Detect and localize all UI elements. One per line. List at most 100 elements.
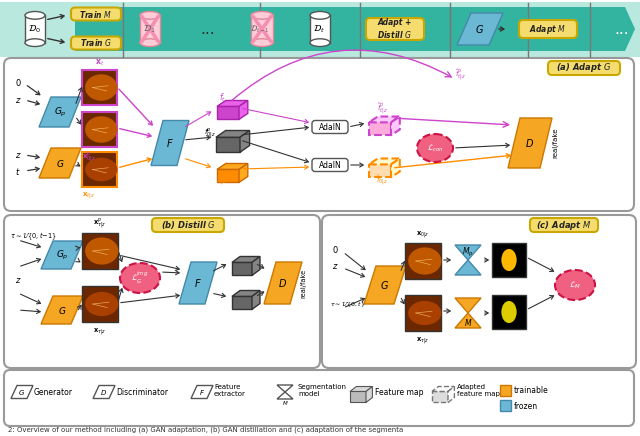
FancyBboxPatch shape xyxy=(152,218,224,232)
Text: $D$: $D$ xyxy=(100,388,108,396)
Polygon shape xyxy=(216,137,240,152)
FancyBboxPatch shape xyxy=(312,159,348,171)
Ellipse shape xyxy=(120,263,160,293)
Polygon shape xyxy=(232,296,252,310)
Text: $\tilde{f}_{0|z}$: $\tilde{f}_{0|z}$ xyxy=(376,174,388,188)
Text: Adapt $M$: Adapt $M$ xyxy=(529,23,566,35)
Text: $\mathbf{x}^p_{\tau|z}$: $\mathbf{x}^p_{\tau|z}$ xyxy=(93,216,107,230)
Ellipse shape xyxy=(25,11,45,19)
Polygon shape xyxy=(217,164,248,169)
Polygon shape xyxy=(364,266,406,304)
Text: ...: ... xyxy=(614,21,629,37)
Text: $G_p$: $G_p$ xyxy=(56,249,68,262)
Text: $\mathbf{x}^p_{0|z}$: $\mathbf{x}^p_{0|z}$ xyxy=(82,150,96,164)
Polygon shape xyxy=(432,386,454,392)
Ellipse shape xyxy=(408,247,442,275)
Polygon shape xyxy=(191,385,213,399)
Text: $G$: $G$ xyxy=(58,304,67,316)
Text: $\mathbf{x}_{0|z}$: $\mathbf{x}_{0|z}$ xyxy=(416,229,429,240)
Ellipse shape xyxy=(251,39,273,47)
Bar xyxy=(500,385,511,396)
Text: $D$: $D$ xyxy=(525,137,534,149)
Text: Generator: Generator xyxy=(34,388,73,396)
Ellipse shape xyxy=(140,11,160,19)
Polygon shape xyxy=(369,123,391,135)
FancyBboxPatch shape xyxy=(519,20,577,38)
Text: Feature map: Feature map xyxy=(375,388,424,396)
Text: AdaIN: AdaIN xyxy=(319,160,341,170)
Bar xyxy=(0,2,640,57)
Text: Feature
extractor: Feature extractor xyxy=(214,384,246,396)
Text: $\tau\sim\mathcal{U}\{0,t{-}1\}$: $\tau\sim\mathcal{U}\{0,t{-}1\}$ xyxy=(10,230,57,242)
Bar xyxy=(25,15,45,43)
Polygon shape xyxy=(232,290,260,296)
Text: $M$: $M$ xyxy=(464,317,472,327)
Ellipse shape xyxy=(25,39,45,47)
Text: trainable: trainable xyxy=(514,385,548,395)
Text: $\mathbf{x}_{\tau|z}$: $\mathbf{x}_{\tau|z}$ xyxy=(93,326,107,337)
Text: 0: 0 xyxy=(332,245,338,255)
Polygon shape xyxy=(455,298,481,328)
Text: (a) Adapt $G$: (a) Adapt $G$ xyxy=(556,61,612,75)
Polygon shape xyxy=(448,386,454,402)
Polygon shape xyxy=(75,7,635,51)
Text: $G_p$: $G_p$ xyxy=(54,106,67,119)
Bar xyxy=(82,152,117,187)
Text: $F$: $F$ xyxy=(194,277,202,289)
FancyBboxPatch shape xyxy=(312,120,348,133)
Ellipse shape xyxy=(417,134,453,162)
FancyBboxPatch shape xyxy=(322,215,636,368)
Bar xyxy=(492,243,526,277)
Text: $f^p_{0|z}$: $f^p_{0|z}$ xyxy=(204,126,216,140)
Polygon shape xyxy=(151,120,189,166)
Bar xyxy=(405,243,441,279)
Text: $\mathbf{x}_{\tau|z}$: $\mathbf{x}_{\tau|z}$ xyxy=(417,335,429,346)
Text: $\hat{f}^p_{t|z}$: $\hat{f}^p_{t|z}$ xyxy=(454,68,465,82)
FancyBboxPatch shape xyxy=(71,37,121,50)
Text: $G$: $G$ xyxy=(380,279,390,291)
Text: $\mathbf{x}_t$: $\mathbf{x}_t$ xyxy=(95,58,104,68)
Text: Train $M$: Train $M$ xyxy=(79,8,113,20)
Bar xyxy=(82,112,117,147)
Polygon shape xyxy=(508,118,552,168)
Ellipse shape xyxy=(85,237,118,265)
Text: $\mathcal{D}_{t-1}$: $\mathcal{D}_{t-1}$ xyxy=(250,23,270,35)
Text: $\mathbf{x}_{t|z}$: $\mathbf{x}_{t|z}$ xyxy=(82,190,95,201)
Text: $\mathcal{L}_{con}$: $\mathcal{L}_{con}$ xyxy=(427,142,444,154)
Text: $z$: $z$ xyxy=(332,262,339,270)
Bar xyxy=(310,15,330,43)
Text: $f_t$: $f_t$ xyxy=(218,92,225,104)
Text: Train $G$: Train $G$ xyxy=(80,37,112,48)
Polygon shape xyxy=(264,262,302,304)
Polygon shape xyxy=(217,101,248,106)
Text: 2: Overview of our method including (a) GAN adaptation, (b) GAN distillation and: 2: Overview of our method including (a) … xyxy=(8,427,403,433)
Ellipse shape xyxy=(501,301,516,323)
Text: $F$: $F$ xyxy=(166,137,174,149)
Text: (c) Adapt $M$: (c) Adapt $M$ xyxy=(536,218,592,232)
Text: Adapt +
Distill $G$: Adapt + Distill $G$ xyxy=(378,18,413,40)
Bar xyxy=(500,400,511,411)
Polygon shape xyxy=(252,290,260,310)
Text: $z$: $z$ xyxy=(15,150,21,160)
Ellipse shape xyxy=(501,249,516,271)
Polygon shape xyxy=(432,392,448,402)
FancyBboxPatch shape xyxy=(4,370,634,426)
Ellipse shape xyxy=(85,158,117,181)
Text: Segmentation
model: Segmentation model xyxy=(298,384,347,396)
Text: $t$: $t$ xyxy=(15,166,20,177)
Ellipse shape xyxy=(251,11,273,19)
Text: $\mathcal{D}_1$: $\mathcal{D}_1$ xyxy=(143,23,156,35)
Polygon shape xyxy=(217,106,239,119)
Polygon shape xyxy=(217,169,239,182)
Text: $M$: $M$ xyxy=(282,399,288,407)
FancyBboxPatch shape xyxy=(548,61,620,75)
Text: real/fake: real/fake xyxy=(300,269,306,298)
Polygon shape xyxy=(232,262,252,276)
Polygon shape xyxy=(93,385,115,399)
Polygon shape xyxy=(455,245,481,275)
Polygon shape xyxy=(252,256,260,276)
Ellipse shape xyxy=(310,11,330,19)
Ellipse shape xyxy=(140,39,160,47)
Text: $F$: $F$ xyxy=(199,388,205,396)
Text: (b) Distill $G$: (b) Distill $G$ xyxy=(161,219,216,231)
